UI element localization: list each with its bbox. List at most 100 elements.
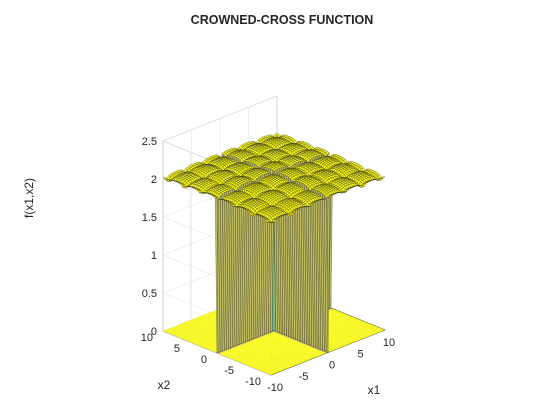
floor-cell bbox=[307, 354, 312, 356]
floor-cell bbox=[353, 333, 357, 335]
floor-cell bbox=[181, 327, 186, 329]
floor-cell bbox=[338, 336, 342, 338]
floor-cell bbox=[351, 338, 355, 340]
floor-cell bbox=[351, 333, 356, 336]
floor-cell bbox=[339, 324, 343, 326]
floor-cell bbox=[328, 311, 333, 313]
floor-cell bbox=[292, 355, 297, 358]
floor-cell bbox=[246, 347, 251, 350]
floor-cell bbox=[254, 343, 259, 345]
floor-cell bbox=[220, 350, 225, 353]
floor-cell bbox=[258, 369, 263, 371]
floor-cell bbox=[302, 348, 306, 351]
floor-cell bbox=[199, 343, 203, 345]
floor-cell bbox=[249, 339, 253, 341]
floor-cell bbox=[212, 332, 217, 334]
floor-cell bbox=[188, 333, 193, 335]
floor-cell bbox=[187, 324, 192, 327]
floor-cell bbox=[193, 321, 197, 323]
floor-cell bbox=[334, 339, 339, 341]
floor-cell bbox=[359, 321, 364, 324]
floor-cell bbox=[254, 366, 259, 368]
floor-cell bbox=[172, 330, 176, 333]
floor-cell bbox=[299, 343, 303, 345]
floor-cell bbox=[204, 319, 209, 322]
floor-cell bbox=[368, 331, 372, 333]
floor-cell bbox=[350, 322, 354, 325]
floor-cell bbox=[187, 326, 191, 328]
floor-cell bbox=[270, 334, 274, 336]
floor-cell bbox=[235, 346, 240, 348]
floor-cell bbox=[267, 339, 272, 341]
floor-cell bbox=[332, 342, 336, 345]
floor-cell bbox=[247, 344, 251, 347]
floor-cell bbox=[336, 335, 341, 337]
floor-cell bbox=[280, 338, 285, 341]
floor-cell bbox=[330, 339, 335, 341]
floor-cell bbox=[370, 326, 375, 328]
floor-cell bbox=[206, 337, 211, 339]
floor-cell bbox=[256, 363, 261, 366]
floor-cell bbox=[199, 341, 203, 344]
floor-cell bbox=[178, 325, 182, 328]
floor-cell bbox=[269, 370, 274, 372]
floor-cell bbox=[271, 333, 276, 335]
floor-cell bbox=[342, 334, 346, 337]
floor-cell bbox=[335, 325, 339, 328]
floor-cell bbox=[339, 316, 344, 319]
floor-cell bbox=[287, 349, 292, 351]
floor-cell bbox=[248, 352, 253, 355]
floor-cell bbox=[222, 351, 227, 353]
floor-cell bbox=[255, 355, 260, 358]
floor-cell bbox=[278, 351, 282, 353]
floor-cell bbox=[301, 356, 306, 358]
floor-cell bbox=[191, 324, 195, 327]
floor-cell bbox=[278, 368, 283, 370]
floor-cell bbox=[362, 333, 367, 336]
floor-cell bbox=[248, 351, 253, 353]
floor-cell bbox=[358, 332, 363, 334]
floor-cell bbox=[224, 355, 228, 357]
floor-cell bbox=[273, 370, 277, 372]
floor-cell bbox=[296, 357, 300, 359]
floor-cell bbox=[209, 347, 214, 350]
floor-cell bbox=[239, 353, 243, 356]
floor-cell bbox=[265, 352, 269, 354]
floor-cell bbox=[289, 343, 294, 346]
floor-cell bbox=[336, 338, 340, 340]
floor-cell bbox=[190, 333, 195, 336]
floor-cell bbox=[269, 369, 274, 371]
floor-cell bbox=[287, 343, 292, 345]
floor-cell bbox=[212, 339, 216, 342]
floor-cell bbox=[268, 336, 272, 338]
floor-cell bbox=[201, 315, 205, 317]
floor-cell bbox=[284, 346, 288, 348]
floor-cell bbox=[193, 342, 198, 345]
floor-cell bbox=[284, 361, 289, 364]
floor-cell bbox=[256, 339, 261, 341]
floor-cell bbox=[239, 347, 244, 350]
floor-cell bbox=[177, 334, 182, 337]
floor-cell bbox=[351, 330, 356, 333]
floor-cell bbox=[278, 342, 283, 344]
floor-cell bbox=[252, 349, 256, 352]
floor-cell bbox=[257, 362, 261, 364]
floor-cell bbox=[296, 349, 301, 352]
floor-cell bbox=[279, 363, 283, 366]
floor-cell bbox=[205, 333, 209, 336]
floor-cell bbox=[339, 339, 344, 342]
floor-cell bbox=[289, 340, 294, 343]
floor-cell bbox=[277, 360, 282, 362]
floor-cell bbox=[334, 345, 338, 347]
floor-cell bbox=[205, 329, 210, 331]
floor-cell bbox=[200, 319, 205, 322]
floor-cell bbox=[306, 344, 310, 346]
floor-cell bbox=[328, 312, 333, 314]
floor-cell bbox=[247, 363, 252, 365]
floor-cell bbox=[329, 335, 333, 337]
floor-cell bbox=[242, 352, 247, 354]
floor-cell bbox=[347, 315, 351, 317]
floor-cell bbox=[205, 326, 210, 328]
floor-cell bbox=[190, 336, 194, 339]
floor-cell bbox=[183, 329, 188, 331]
